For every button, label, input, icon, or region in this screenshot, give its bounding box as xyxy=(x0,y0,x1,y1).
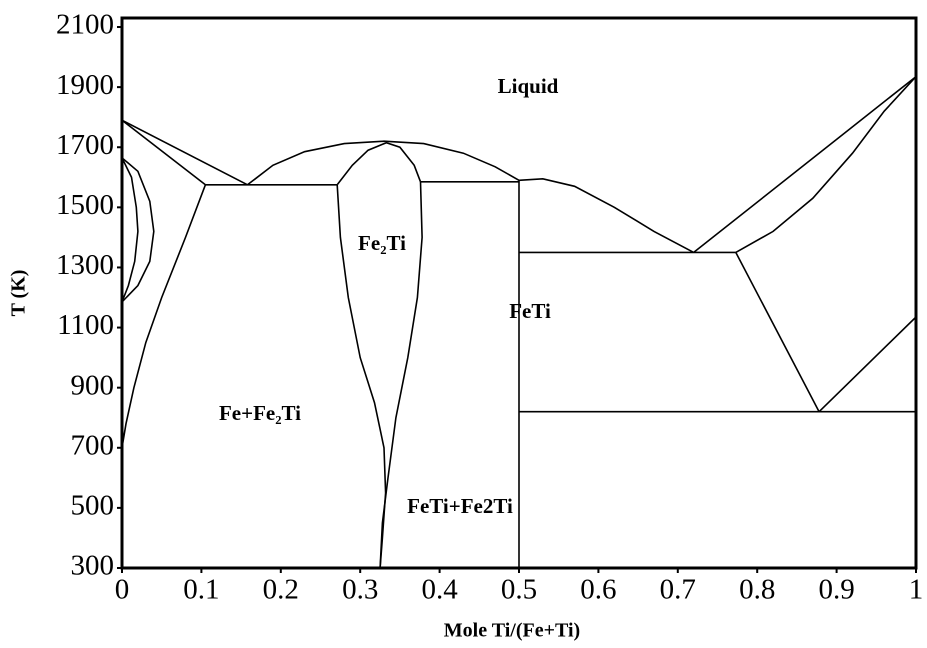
y-tick-label: 500 xyxy=(71,490,115,522)
x-tick-label: 0.8 xyxy=(739,574,775,606)
phase-boundary xyxy=(379,181,423,569)
phase-boundary xyxy=(121,157,155,303)
region-label: FeTi+Fe2Ti xyxy=(407,494,513,518)
y-tick-label: 300 xyxy=(71,550,115,582)
phase-boundary xyxy=(818,316,917,413)
y-tick-label: 900 xyxy=(71,369,115,401)
y-tick-label: 2100 xyxy=(56,9,114,41)
x-tick-label: 0.2 xyxy=(263,574,299,606)
x-tick-label: 0.1 xyxy=(183,574,219,606)
phase-boundary xyxy=(336,184,387,569)
phase-boundary xyxy=(735,252,820,413)
x-tick-label: 0.6 xyxy=(580,574,616,606)
x-tick-label: 0.5 xyxy=(501,574,537,606)
x-tick-label: 0.3 xyxy=(342,574,378,606)
phase-boundary xyxy=(121,119,206,186)
phase-boundary xyxy=(336,141,422,186)
phase-boundary xyxy=(121,184,207,448)
y-tick-label: 1700 xyxy=(56,129,114,161)
x-tick-label: 0.9 xyxy=(818,574,854,606)
y-axis-label: T (K) xyxy=(8,270,30,317)
region-label: FeTi xyxy=(509,299,551,323)
phase-boundary xyxy=(693,75,917,254)
y-tick-label: 1300 xyxy=(56,249,114,281)
phase-boundary xyxy=(121,157,139,303)
region-label: Fe₂Ti xyxy=(358,231,406,255)
phase-boundary xyxy=(121,119,248,186)
x-tick-label: 1 xyxy=(909,574,924,606)
phase-boundary xyxy=(735,76,917,254)
x-axis-label: Mole Ti/(Fe+Ti) xyxy=(444,620,580,642)
x-tick-label: 0 xyxy=(115,574,130,606)
y-tick-label: 1500 xyxy=(56,189,114,221)
region-label: Fe+Fe₂Ti xyxy=(219,401,301,425)
phase-boundary xyxy=(247,140,520,186)
x-tick-label: 0.4 xyxy=(421,574,458,606)
y-tick-label: 700 xyxy=(71,429,115,461)
region-label: Liquid xyxy=(498,74,559,98)
x-tick-label: 0.7 xyxy=(660,574,696,606)
y-tick-label: 1100 xyxy=(57,309,114,341)
phase-boundary xyxy=(518,177,695,254)
plot-frame xyxy=(120,16,918,570)
y-tick-label: 1900 xyxy=(56,69,114,101)
